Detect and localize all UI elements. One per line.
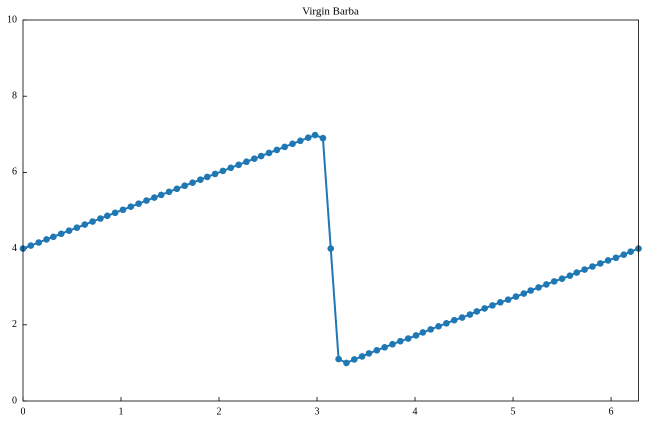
point <box>281 143 288 151</box>
point <box>466 311 474 318</box>
point <box>481 305 488 312</box>
point <box>89 218 96 225</box>
point <box>73 224 81 231</box>
x-tick-label: 4 <box>413 406 418 417</box>
point <box>335 355 342 363</box>
point <box>535 284 542 291</box>
point <box>527 287 534 294</box>
point <box>35 239 42 246</box>
point <box>443 319 450 327</box>
point <box>65 227 73 234</box>
point <box>589 263 596 270</box>
point <box>257 152 265 160</box>
point <box>512 293 520 300</box>
point <box>151 194 158 201</box>
y-tick-label: 0 <box>12 395 17 406</box>
point <box>111 209 119 217</box>
point <box>143 197 150 204</box>
point <box>311 131 319 139</box>
point <box>197 176 204 183</box>
point <box>427 326 435 333</box>
point <box>596 260 604 267</box>
point <box>365 350 373 357</box>
point <box>265 149 273 157</box>
plot-frame <box>22 19 639 402</box>
point <box>27 242 35 249</box>
chart-title: Virgin Barba <box>302 6 359 18</box>
point <box>473 308 481 315</box>
point <box>289 140 296 148</box>
x-tick-label: 3 <box>315 406 320 417</box>
point <box>235 161 242 169</box>
point <box>297 137 304 145</box>
point <box>181 182 189 190</box>
point <box>404 335 412 342</box>
point <box>43 236 50 243</box>
point <box>504 296 512 303</box>
point <box>558 275 566 282</box>
point <box>50 233 57 241</box>
point <box>497 299 504 306</box>
point <box>458 314 466 321</box>
point <box>350 356 358 363</box>
point <box>211 170 219 178</box>
y-tick-label: 10 <box>7 14 17 25</box>
point <box>566 272 574 279</box>
x-tick-label: 6 <box>609 406 614 417</box>
x-tick-label: 1 <box>119 406 124 417</box>
point <box>227 164 235 172</box>
point <box>412 332 420 339</box>
point <box>612 254 620 262</box>
point <box>343 359 350 367</box>
point <box>358 353 366 360</box>
point <box>97 215 104 222</box>
y-tick-label: 8 <box>12 90 17 101</box>
point <box>604 257 612 264</box>
point <box>319 134 327 142</box>
point <box>573 269 581 276</box>
point <box>173 185 181 193</box>
point <box>435 323 442 330</box>
point <box>103 212 111 220</box>
point <box>127 203 135 210</box>
point <box>219 167 227 175</box>
point <box>57 230 65 238</box>
x-tick-label: 0 <box>21 406 26 417</box>
point <box>550 278 558 285</box>
point <box>273 146 281 154</box>
point <box>520 290 528 297</box>
point <box>389 340 396 348</box>
y-tick-label: 2 <box>12 319 17 330</box>
point <box>450 316 458 324</box>
point <box>81 221 89 228</box>
point <box>543 281 550 288</box>
point <box>397 337 404 345</box>
point <box>243 158 250 166</box>
point <box>251 155 258 162</box>
y-tick-label: 4 <box>12 243 17 254</box>
point <box>620 251 628 258</box>
point <box>419 329 427 336</box>
point <box>165 188 173 196</box>
x-tick-label: 5 <box>511 406 516 417</box>
point <box>119 206 127 214</box>
point <box>157 191 165 199</box>
point <box>327 245 335 252</box>
point <box>373 347 381 354</box>
point <box>627 248 634 255</box>
point <box>203 173 211 181</box>
point <box>489 302 496 309</box>
point <box>304 134 312 142</box>
y-tick-label: 6 <box>12 167 17 178</box>
point <box>381 343 388 351</box>
point <box>189 179 196 186</box>
point <box>581 266 588 273</box>
point <box>135 200 142 207</box>
x-tick-label: 2 <box>217 406 222 417</box>
